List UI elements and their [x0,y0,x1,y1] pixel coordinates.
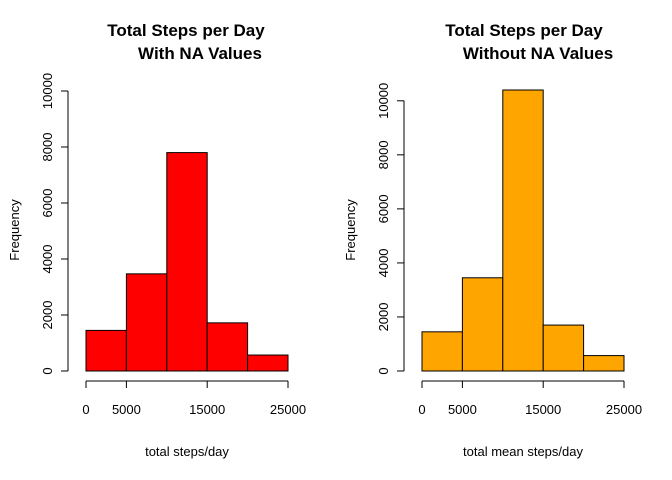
y-tick-label: 10000 [40,73,55,109]
y-tick-label: 6000 [40,189,55,218]
histogram-panel-without-na: 0 5000 15000 25000 0 2000 4000 6000 8000 10000 Tot… [343,21,642,459]
histogram-panel-with-na: 0 5000 15000 25000 0 2000 4000 6000 8000 10000 Tot… [7,21,306,459]
x-tick-label: 25000 [606,402,642,417]
y-tick-label: 0 [40,367,55,374]
y-tick-label: 8000 [40,133,55,162]
histogram-bar [421,331,463,372]
x-tick-label: 5000 [448,402,477,417]
y-tick-label: 4000 [376,248,391,277]
histogram-bar [247,354,289,372]
y-tick-label: 6000 [376,194,391,223]
histogram-bar [206,322,249,372]
histogram-bar [125,273,168,372]
histogram-bar [85,329,127,372]
y-tick-label: 2000 [40,301,55,330]
y-tick-label: 0 [376,367,391,374]
y-tick-label: 10000 [376,83,391,119]
x-tick-label: 0 [82,402,89,417]
x-tick-label: 25000 [270,402,306,417]
chart-title: Total Steps per Day [445,21,603,40]
x-axis-label: total steps/day [145,444,229,459]
chart-subtitle: With NA Values [138,44,262,63]
x-tick-label: 15000 [189,402,225,417]
histogram-bar [461,277,504,372]
x-tick-label: 5000 [112,402,141,417]
histogram-bar [542,324,585,372]
histogram-bar [502,89,544,372]
y-tick-label: 8000 [376,140,391,169]
chart-title: Total Steps per Day [107,21,265,40]
y-tick-label: 2000 [376,303,391,332]
x-axis-label: total mean steps/day [463,444,583,459]
y-tick-label: 4000 [40,245,55,274]
chart-subtitle: Without NA Values [463,44,613,63]
y-axis-label: Frequency [7,199,22,261]
histogram-bar [166,152,208,372]
histogram-bar [583,355,625,372]
x-tick-label: 0 [418,402,425,417]
x-tick-label: 15000 [525,402,561,417]
y-axis-label: Frequency [343,199,358,261]
